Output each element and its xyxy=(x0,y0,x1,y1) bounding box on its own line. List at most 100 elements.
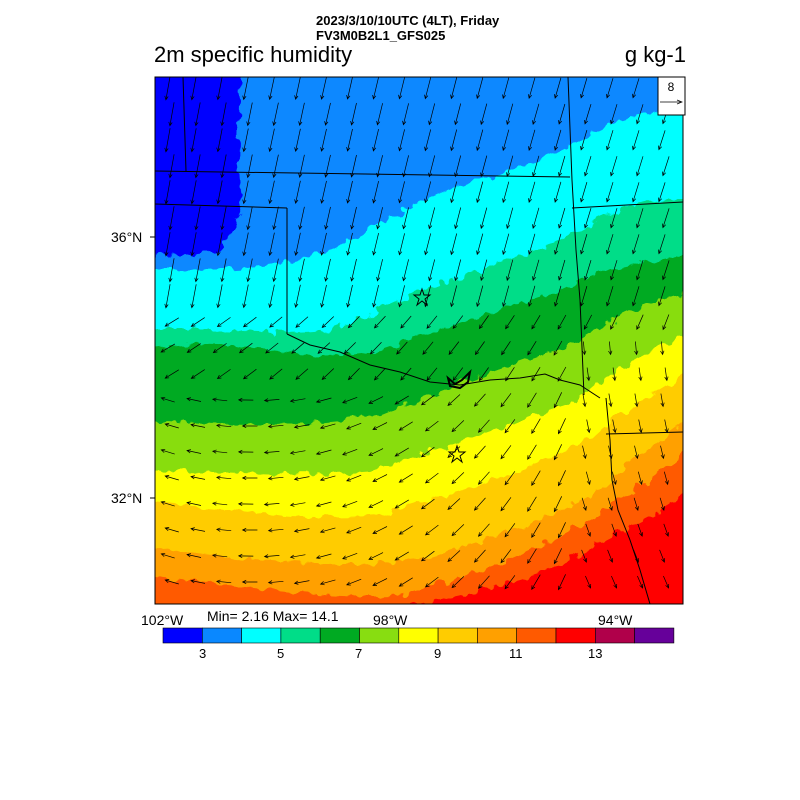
wind-arrow xyxy=(451,472,465,485)
colorbar-label-3: 3 xyxy=(199,646,207,661)
wind-arrow xyxy=(164,232,171,257)
wind-arrow xyxy=(164,475,179,481)
wind-arrow xyxy=(324,258,331,282)
wind-arrow xyxy=(584,207,592,229)
wind-arrow xyxy=(398,181,405,204)
wind-arrow xyxy=(220,206,227,231)
wind-arrow xyxy=(346,474,362,482)
wind-arrow xyxy=(557,366,567,382)
wind-arrow xyxy=(480,155,488,178)
wind-arrow xyxy=(402,259,409,282)
wind-arrow xyxy=(554,129,562,151)
wind-arrow xyxy=(447,498,461,511)
wind-arrow xyxy=(420,498,435,510)
wind-arrow xyxy=(246,258,253,283)
wind-arrow xyxy=(194,102,201,127)
wind-arrow xyxy=(237,449,254,455)
wind-arrow xyxy=(324,206,331,230)
wind-arrow xyxy=(557,574,566,591)
wind-arrow xyxy=(265,342,279,354)
wind-arrow xyxy=(164,128,171,153)
wind-arrow xyxy=(505,315,515,330)
wind-arrow xyxy=(424,129,432,152)
wind-arrow xyxy=(315,501,332,508)
plot-units: g kg-1 xyxy=(624,42,686,67)
wind-arrow xyxy=(581,497,587,511)
wind-arrow xyxy=(580,234,588,255)
wind-arrow xyxy=(372,526,388,534)
wind-arrow xyxy=(532,155,540,177)
wind-arrow xyxy=(372,474,388,482)
colorbar-swatch xyxy=(398,627,439,644)
wind-arrow xyxy=(664,367,669,382)
wind-arrow xyxy=(190,77,197,101)
wind-arrow xyxy=(473,393,486,407)
nm-border-north xyxy=(182,77,187,172)
wind-arrow xyxy=(506,207,514,230)
wind-arrow xyxy=(241,423,258,429)
colorbar-label-13: 13 xyxy=(588,646,603,661)
wind-arrow xyxy=(506,259,514,282)
wind-arrow xyxy=(532,207,540,229)
wind-arrow xyxy=(160,343,176,353)
wind-arrow xyxy=(168,258,175,283)
wind-arrow xyxy=(606,78,614,99)
wind-arrow xyxy=(500,497,512,512)
wind-arrow xyxy=(398,473,413,483)
wind-arrow xyxy=(216,232,223,257)
wind-arrow xyxy=(502,77,510,100)
wind-arrow xyxy=(346,578,362,586)
wind-arrow xyxy=(347,368,360,381)
wind-arrow xyxy=(376,103,383,126)
wind-arrow xyxy=(238,342,253,354)
wind-arrow xyxy=(186,449,202,454)
wind-arrow xyxy=(502,233,510,256)
wind-arrow xyxy=(504,575,516,590)
wind-arrow xyxy=(164,284,171,309)
wind-arrow xyxy=(242,128,249,153)
wind-arrow xyxy=(610,104,618,125)
wind-arrow xyxy=(216,369,231,380)
tx-la-border xyxy=(605,397,651,604)
wind-arrow xyxy=(242,77,249,101)
wind-arrow xyxy=(636,104,644,125)
wind-arrow xyxy=(477,523,490,537)
wind-arrow xyxy=(454,259,462,282)
wind-arrow xyxy=(606,286,614,307)
wind-arrow xyxy=(160,448,175,455)
wind-arrow xyxy=(557,470,566,487)
wind-arrow xyxy=(531,470,541,486)
wind-arrow xyxy=(211,449,228,454)
wind-arrow xyxy=(476,285,484,308)
wind-arrow xyxy=(448,341,460,356)
wind-arrow xyxy=(557,314,567,330)
wind-arrow xyxy=(580,78,588,99)
wind-arrow xyxy=(295,368,309,380)
wind-arrow xyxy=(346,422,362,430)
wind-arrow xyxy=(368,396,384,404)
wind-arrow xyxy=(478,315,489,330)
wind-arrow xyxy=(293,580,310,585)
wind-arrow xyxy=(428,207,436,230)
wind-arrow xyxy=(186,501,202,506)
wind-arrow xyxy=(553,392,563,409)
wind-arrow xyxy=(372,129,379,152)
wind-arrow xyxy=(428,259,436,282)
wind-arrow xyxy=(662,260,670,281)
wind-arrow xyxy=(527,444,537,460)
wind-arrow xyxy=(298,154,305,178)
wind-arrow xyxy=(242,284,249,309)
wind-arrow xyxy=(164,423,179,429)
wind-arrow xyxy=(160,396,175,403)
wind-arrow xyxy=(662,208,670,229)
wind-arrow xyxy=(608,341,613,356)
wind-arrow xyxy=(428,103,436,126)
humidity-field xyxy=(155,77,683,604)
wind-arrow xyxy=(585,523,591,537)
star-marker-south xyxy=(447,444,467,464)
wind-vector-field xyxy=(160,77,670,591)
wind-arrow xyxy=(269,316,283,328)
wind-arrow xyxy=(400,367,412,381)
lat-label-36n: 36°N xyxy=(111,229,143,245)
colorbar-swatch xyxy=(477,627,517,644)
